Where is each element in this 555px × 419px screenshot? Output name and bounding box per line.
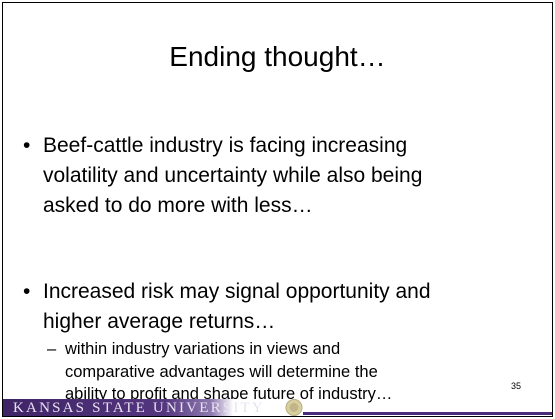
- bullet-line: higher average returns…: [43, 310, 276, 333]
- bullet: • Increased risk may signal opportunity …: [23, 277, 431, 337]
- footer-band: [3, 399, 552, 416]
- seal-center: [289, 403, 299, 412]
- bullet-line: asked to do more with less…: [43, 194, 313, 217]
- bullet-line: volatility and uncertainty while also be…: [43, 164, 423, 187]
- sub-bullet-line: ability to profit and shape future of in…: [65, 385, 393, 403]
- sub-bullet-line: comparative advantages will determine th…: [65, 362, 378, 381]
- sub-bullet-dash: –: [47, 340, 57, 358]
- bullet-dot: •: [23, 280, 31, 303]
- bullet-line: Increased risk may signal opportunity an…: [43, 280, 431, 303]
- sub-bullet: – within industry variations in views an…: [47, 338, 393, 406]
- bullet: • Beef-cattle industry is facing increas…: [23, 131, 423, 221]
- page-number: 35: [511, 381, 522, 391]
- bullet-dot: •: [23, 134, 31, 157]
- footer-gradient: [3, 399, 363, 416]
- sub-bullet-line: within industry variations in views and: [65, 340, 341, 358]
- footer-text: KANSAS STATE UNIVERSITY: [13, 400, 265, 416]
- footer-rule: [303, 412, 552, 415]
- slide-title: Ending thought…: [169, 41, 386, 72]
- bullet-line: Beef-cattle industry is facing increasin…: [43, 134, 408, 157]
